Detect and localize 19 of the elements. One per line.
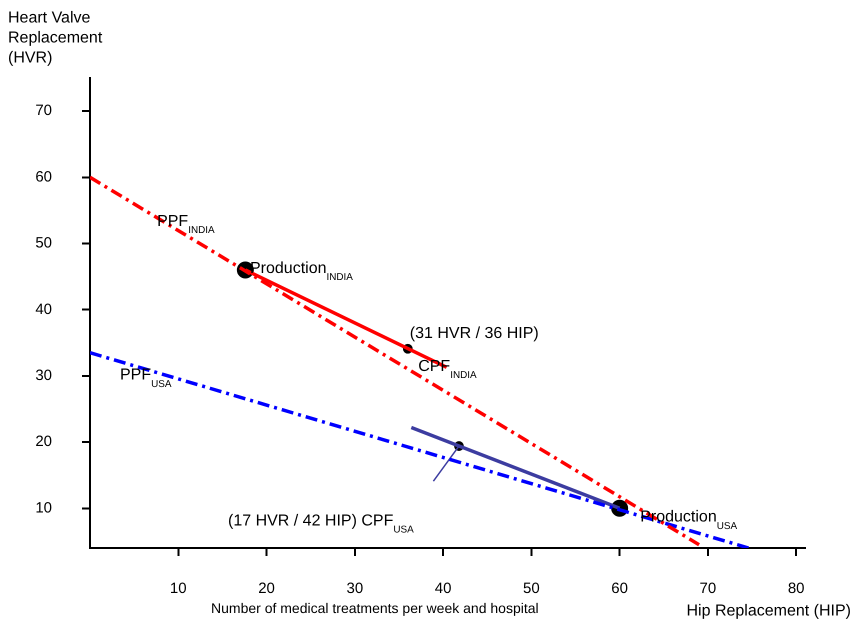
x-tick-label: 60 xyxy=(611,580,628,598)
x-tick-label: 30 xyxy=(346,580,364,598)
x-axis-title: Hip Replacement (HIP) xyxy=(686,602,851,620)
x-tick-label: 50 xyxy=(523,580,540,598)
y-tick-label: 30 xyxy=(35,367,52,384)
y-tick-label: 70 xyxy=(35,102,52,120)
x-tick-label: 70 xyxy=(700,580,716,598)
y-tick-label: 40 xyxy=(35,300,52,318)
x-tick-label: 40 xyxy=(434,580,452,598)
y-tick-label: 50 xyxy=(35,234,52,252)
y-tick-label: 20 xyxy=(35,433,52,450)
annotation: (31 HVR / 36 HIP) xyxy=(410,325,539,342)
y-axis-title: Heart Valve Replacement (HVR) xyxy=(8,9,103,66)
text: Number of medical treatments per week and hospital xyxy=(211,600,539,616)
y-tick-label: 60 xyxy=(35,168,52,186)
x-tick-label: 10 xyxy=(170,580,187,598)
x-tick-label: 80 xyxy=(788,580,805,598)
y-tick-label: 10 xyxy=(35,499,52,516)
x-tick-label: 20 xyxy=(258,580,275,598)
